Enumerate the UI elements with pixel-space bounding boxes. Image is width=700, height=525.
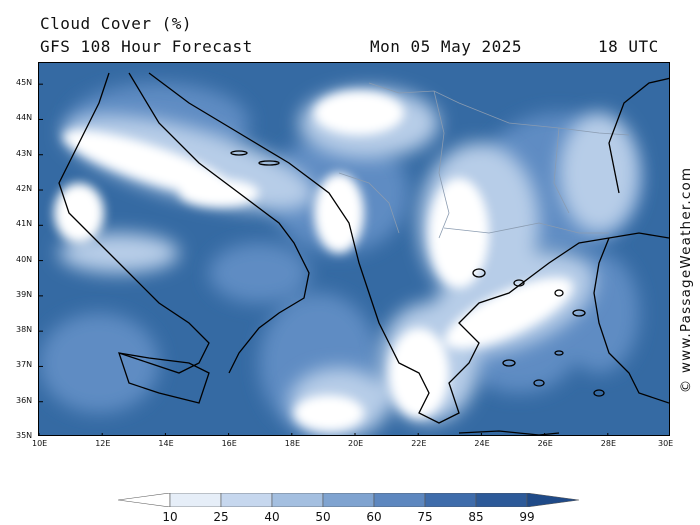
colorbar <box>118 493 580 507</box>
lat-tick-label: 42N <box>16 184 33 194</box>
chart-title: Cloud Cover (%) <box>40 14 192 33</box>
colorbar-segment <box>475 493 528 507</box>
lon-tick-label: 20E <box>348 439 364 448</box>
country-borders <box>338 82 630 239</box>
colorbar-label: 85 <box>468 510 484 524</box>
colorbar-segment <box>169 493 222 507</box>
lon-tick-label: 24E <box>474 439 490 448</box>
lat-tick-label: 35N <box>16 431 33 440</box>
lat-tick-label: 41N <box>16 219 33 229</box>
colorbar-under-arrow <box>118 493 171 507</box>
lat-tick-label: 36N <box>16 395 33 405</box>
credit-watermark: © www.PassageWeather.com <box>676 160 696 400</box>
forecast-time: 18 UTC <box>598 37 659 56</box>
lat-tick-label: 43N <box>16 148 33 158</box>
credit-text: © www.PassageWeather.com <box>678 166 694 394</box>
axis-tick-marks <box>39 83 609 435</box>
lat-tick-label: 40N <box>16 254 33 264</box>
lon-tick-label: 28E <box>600 439 617 448</box>
lat-tick-label: 44N <box>16 113 33 123</box>
lat-tick-label: 45N <box>16 78 33 88</box>
lon-tick-label: 22E <box>411 439 427 448</box>
lon-tick-label: 18E <box>284 439 301 448</box>
map-canvas <box>39 63 669 435</box>
lon-tick-label: 14E <box>158 439 174 448</box>
colorbar-label: 60 <box>366 510 382 524</box>
cloud-cover-map <box>38 62 670 436</box>
lon-tick-label: 16E <box>221 439 237 448</box>
coastlines <box>58 72 669 435</box>
colorbar-segment <box>373 493 426 507</box>
colorbar-segment <box>322 493 375 507</box>
colorbar-label: 10 <box>162 510 178 524</box>
colorbar-segment <box>220 493 273 507</box>
lon-tick-label: 30E <box>658 439 674 448</box>
lat-tick-label: 38N <box>16 325 33 335</box>
lat-tick-label: 37N <box>16 360 33 370</box>
colorbar-segment <box>424 493 477 507</box>
colorbar-label: 75 <box>417 510 433 524</box>
colorbar-segment <box>271 493 324 507</box>
colorbar-label: 25 <box>213 510 229 524</box>
colorbar-label: 40 <box>264 510 280 524</box>
colorbar-over-arrow <box>526 493 580 507</box>
lon-tick-label: 12E <box>95 439 111 448</box>
forecast-date: Mon 05 May 2025 <box>370 37 522 56</box>
lon-tick-label: 10E <box>32 439 48 448</box>
lat-tick-label: 39N <box>16 289 33 299</box>
forecast-subtitle: GFS 108 Hour Forecast <box>40 37 253 56</box>
colorbar-label: 99 <box>519 510 535 524</box>
colorbar-label: 50 <box>315 510 331 524</box>
lon-tick-label: 26E <box>537 439 553 448</box>
